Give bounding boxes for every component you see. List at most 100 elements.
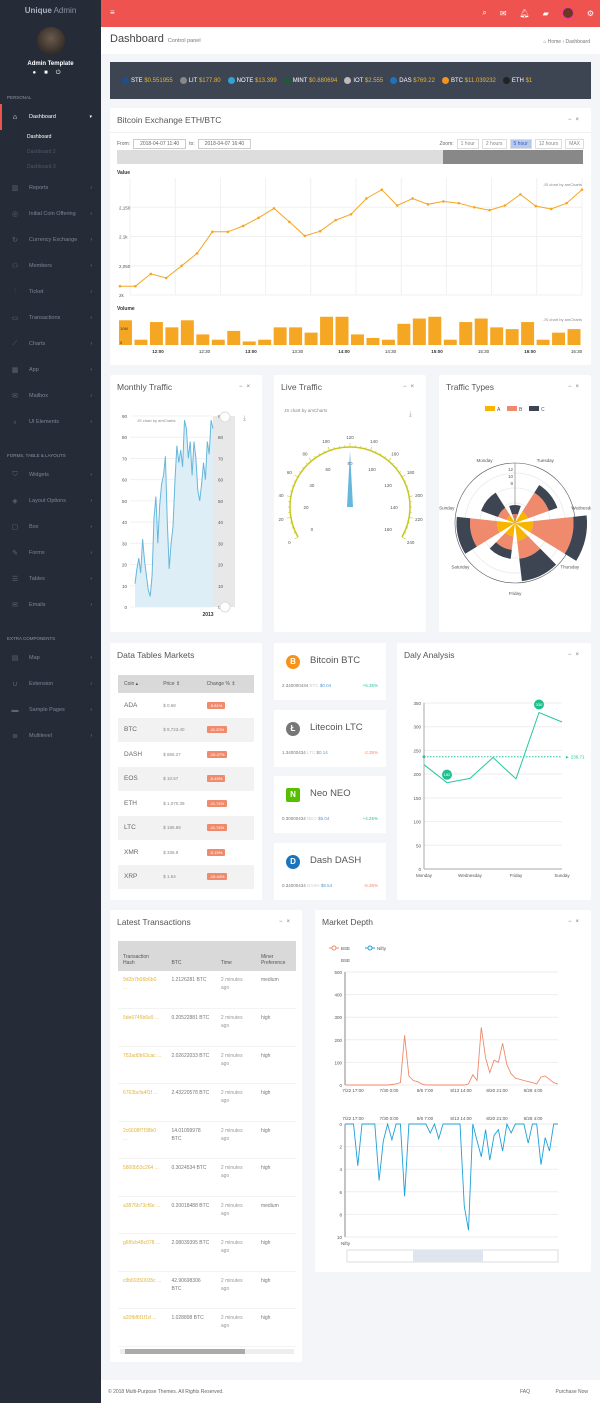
volume-bar[interactable] (490, 327, 504, 345)
value-point[interactable] (580, 188, 584, 191)
volume-bar[interactable] (180, 320, 194, 345)
value-point[interactable] (241, 224, 245, 228)
sidebar-item-currency-exchange[interactable]: ↻ Currency Exchange › (0, 227, 101, 253)
volume-bar[interactable] (443, 339, 457, 345)
close-icon[interactable]: × (410, 384, 418, 390)
sidebar-item-extension[interactable]: ∪ Extension › (0, 671, 101, 697)
chat-icon[interactable]: ▰ (542, 8, 549, 18)
polar-bar-A[interactable] (505, 523, 515, 537)
sidebar-item-forms[interactable]: ✎ Forms › (0, 540, 101, 566)
hash-link[interactable]: a3876b73cf6e ... (118, 1196, 167, 1234)
value-point[interactable] (288, 220, 291, 224)
sidebar-item-multilevel[interactable]: ≣ Multilevel › (0, 723, 101, 749)
purchase-link[interactable]: Purchase Now (555, 1389, 588, 1395)
minimize-icon[interactable]: − (567, 652, 576, 658)
sidebar-item-tables[interactable]: ☰ Tables › (0, 566, 101, 592)
value-point[interactable] (318, 229, 322, 233)
hash-link[interactable]: g6f6cb48c078 ... (118, 1233, 167, 1272)
power-icon[interactable]: ⏻ (55, 70, 69, 76)
volume-bar[interactable] (134, 339, 148, 345)
polar-bar-B[interactable] (470, 518, 500, 547)
navigator-selection[interactable] (443, 150, 583, 164)
value-point[interactable] (503, 204, 507, 207)
value-point[interactable] (365, 197, 368, 200)
sidebar-item-ui-elements[interactable]: ♁ UI Elements › (0, 409, 101, 435)
hash-link[interactable]: c8b69350035c ... (118, 1271, 167, 1309)
value-point[interactable] (349, 212, 353, 216)
scroll-handle-top[interactable] (219, 411, 231, 423)
search-icon[interactable]: ⌕ (482, 8, 487, 17)
envelope-icon[interactable]: ✉ (499, 8, 507, 18)
volume-bar[interactable] (567, 329, 581, 345)
volume-bar[interactable] (412, 318, 426, 345)
polar-bar-C[interactable] (534, 485, 558, 511)
polar-bar-A[interactable] (515, 521, 533, 533)
volume-bar[interactable] (428, 316, 442, 345)
sidebar-item-reports[interactable]: ▥ Reports › (0, 175, 101, 201)
hash-link[interactable]: 5de6745b6e9 ... (118, 1008, 167, 1047)
range-selection[interactable] (413, 1250, 483, 1262)
volume-bar[interactable] (149, 322, 163, 345)
mail-icon[interactable]: ■ (44, 70, 56, 76)
minimize-icon[interactable]: − (238, 384, 247, 390)
volume-bar[interactable] (459, 322, 473, 345)
close-icon[interactable]: × (575, 384, 583, 390)
volume-bar[interactable] (536, 339, 550, 345)
column-header[interactable]: Coin ▴ (118, 675, 158, 693)
polar-bar-C[interactable] (489, 542, 512, 559)
monthly-traffic-chart[interactable]: 00101020203030404050506060707080809090JS… (110, 405, 262, 630)
sidebar-item-sample-pages[interactable]: ▬ Sample Pages › (0, 697, 101, 723)
volume-bar[interactable] (474, 318, 488, 345)
legend-marker[interactable] (367, 945, 373, 951)
value-point[interactable] (134, 284, 137, 288)
value-pin[interactable] (534, 699, 544, 710)
zoom-button[interactable]: 2 hours (481, 139, 507, 149)
legend-swatch[interactable] (485, 406, 495, 411)
hash-link[interactable]: a20fbf6f1f1d ... (118, 1308, 167, 1347)
zoom-button[interactable]: 5 hour (509, 139, 532, 149)
sidebar-item-emails[interactable]: ✉ Emails › (0, 592, 101, 618)
polar-bar-A[interactable] (515, 523, 528, 541)
close-icon[interactable]: × (575, 652, 583, 658)
value-point[interactable] (549, 207, 553, 211)
sidebar-item-charts[interactable]: ⟋ Charts › (0, 331, 101, 357)
sidebar-item-app[interactable]: ▦ App › (0, 357, 101, 383)
volume-bar[interactable] (119, 320, 132, 345)
value-point[interactable] (180, 264, 183, 268)
value-point[interactable] (164, 276, 168, 280)
value-point[interactable] (211, 230, 214, 234)
sidebar-item-box[interactable]: ▢ Box › (0, 514, 101, 540)
polar-bar-B[interactable] (517, 535, 541, 559)
minimize-icon[interactable]: − (278, 919, 287, 925)
sidebar-item-dashboard[interactable]: ⌂ Dashboard ▾ (0, 104, 101, 130)
value-point[interactable] (411, 197, 414, 200)
zoom-button[interactable]: 1 hour (456, 139, 479, 149)
sidebar-item-map[interactable]: ▤ Map › (0, 645, 101, 671)
volume-bar[interactable] (381, 339, 395, 345)
hash-link[interactable]: 9d2b7b06b6b0 ... (118, 971, 167, 1009)
column-header[interactable]: Price ⇕ (157, 675, 201, 693)
value-point[interactable] (226, 230, 230, 234)
polar-bar-C[interactable] (456, 516, 477, 554)
value-point[interactable] (118, 284, 122, 288)
sidebar-item-layout-options[interactable]: ◈ Layout Options › (0, 488, 101, 514)
menu-toggle-icon[interactable]: ≡ (110, 8, 115, 17)
volume-bar[interactable] (366, 337, 380, 345)
legend-marker[interactable] (331, 945, 337, 951)
value-point[interactable] (565, 201, 568, 205)
value-point[interactable] (472, 205, 476, 209)
value-point[interactable] (149, 272, 153, 276)
volume-bar[interactable] (196, 334, 210, 345)
close-icon[interactable]: × (286, 919, 294, 925)
sidebar-item-members[interactable]: ⚇ Members › (0, 253, 101, 279)
sidebar-subitem[interactable]: Dashboard (27, 134, 52, 140)
value-point[interactable] (442, 200, 445, 203)
volume-bar[interactable] (273, 327, 287, 345)
logo[interactable]: Unique Admin (24, 6, 77, 15)
hash-link[interactable]: 2c6608f7f38b0 ... (118, 1121, 167, 1159)
volume-bar[interactable] (211, 339, 225, 345)
column-header[interactable]: Change % ⇕ (200, 675, 254, 693)
polar-bar-A[interactable] (506, 515, 515, 523)
user-avatar[interactable] (36, 27, 65, 55)
